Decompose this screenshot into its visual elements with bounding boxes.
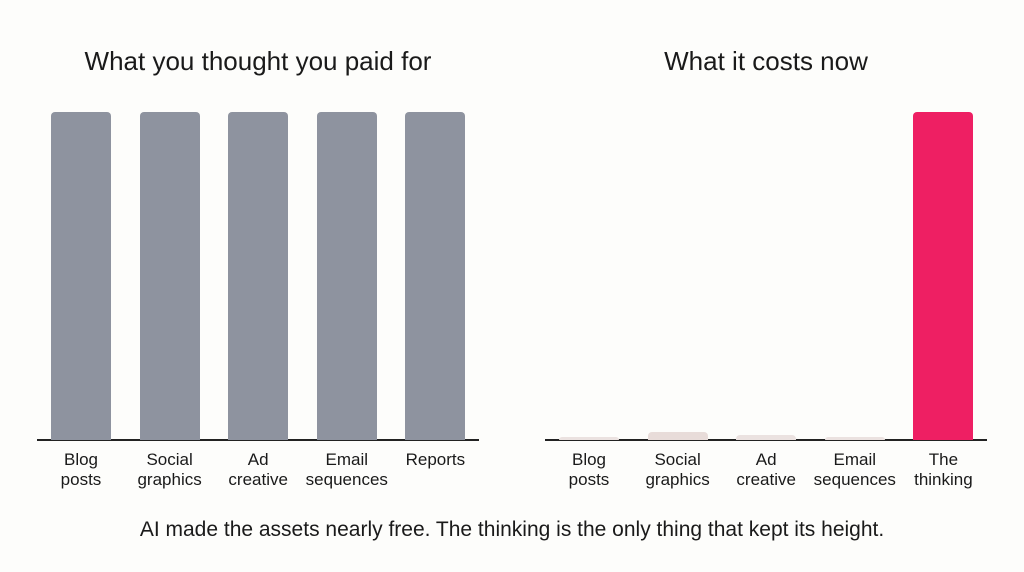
x-tick-label: Email sequences	[813, 450, 896, 489]
x-tick-label: Blog posts	[60, 450, 102, 489]
x-tick-label: Ad creative	[736, 450, 796, 489]
bar	[647, 431, 708, 440]
chart-title: What it costs now	[664, 46, 868, 76]
baseline	[545, 439, 987, 441]
x-tick-label: Social graphics	[645, 450, 710, 489]
bar	[405, 112, 466, 440]
bar	[228, 112, 289, 440]
bar	[139, 112, 200, 440]
baseline	[37, 439, 479, 441]
x-tick-label: Blog posts	[568, 450, 610, 489]
chart-title: What you thought you paid for	[84, 46, 432, 76]
bar	[559, 436, 619, 440]
bar	[316, 112, 377, 440]
x-tick-label: Ad creative	[228, 450, 288, 489]
x-tick-label: Social graphics	[137, 450, 202, 489]
x-tick-label: Email sequences	[305, 450, 388, 489]
bar	[51, 112, 111, 440]
caption: AI made the assets nearly free. The thin…	[139, 518, 885, 541]
x-tick-label: Reports	[405, 450, 466, 469]
bar	[913, 112, 974, 440]
bar	[824, 436, 885, 440]
bar	[736, 435, 797, 440]
x-tick-label: The thinking	[914, 450, 973, 489]
